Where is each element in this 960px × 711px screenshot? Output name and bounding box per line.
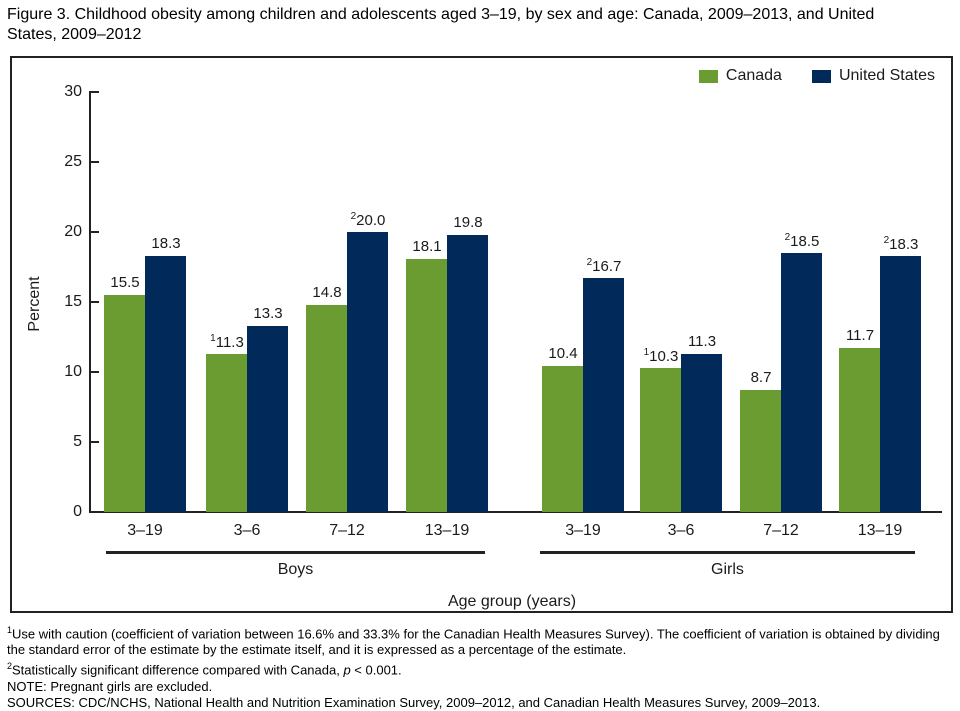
bar-united-states-6: [781, 253, 822, 512]
bar-value-label-canada-6: 8.7: [750, 369, 772, 386]
x-category-label-6: 7–12: [763, 522, 799, 539]
x-category-label-0: 3–19: [127, 522, 163, 539]
x-category-label-5: 3–6: [667, 522, 695, 539]
footnotes: 1Use with caution (coefficient of variat…: [7, 622, 955, 711]
figure-title: Figure 3. Childhood obesity among childr…: [7, 6, 875, 43]
legend-item-united-states: United States: [811, 67, 935, 85]
bar-value-label-canada-2: 14.8: [312, 284, 342, 301]
united-states-swatch-icon: [811, 69, 831, 83]
bar-value-label-canada-3: 18.1: [412, 238, 442, 255]
y-tick-label-30: 30: [64, 83, 82, 100]
chart-legend: Canada United States: [698, 67, 935, 85]
bar-canada-0: [104, 295, 145, 512]
canada-swatch-icon: [698, 69, 718, 83]
bar-united-states-0: [145, 256, 186, 512]
y-tick-25: [89, 161, 99, 163]
bar-value-label-canada-5: 110.3: [643, 347, 679, 365]
x-axis-title: Age group (years): [447, 593, 577, 610]
y-tick-5: [89, 441, 99, 443]
bar-value-label-united-states-4: 216.7: [586, 257, 622, 275]
y-tick-0: [89, 511, 99, 513]
bar-united-states-5: [681, 354, 722, 512]
legend-label-canada: Canada: [725, 67, 782, 84]
y-tick-label-0: 0: [73, 503, 82, 520]
legend-label-united-states: United States: [838, 67, 935, 84]
bar-canada-2: [306, 305, 347, 512]
y-tick-15: [89, 301, 99, 303]
bar-value-label-canada-7: 11.7: [845, 327, 875, 344]
legend-item-canada: Canada: [698, 67, 782, 85]
girls-group-underline: [540, 551, 915, 554]
bar-canada-6: [740, 390, 781, 512]
y-tick-label-20: 20: [64, 223, 82, 240]
bar-canada-5: [640, 368, 681, 512]
y-tick-label-25: 25: [64, 153, 82, 170]
bar-value-label-united-states-5: 11.3: [687, 333, 717, 350]
bar-canada-3: [406, 259, 447, 512]
footnote-1: 1Use with caution (coefficient of variat…: [7, 625, 940, 658]
x-category-label-1: 3–6: [233, 522, 261, 539]
y-tick-label-15: 15: [64, 293, 82, 310]
bar-value-label-canada-4: 10.4: [548, 345, 578, 362]
y-tick-label-10: 10: [64, 363, 82, 380]
chart-plot-area: Canada United States Percent 15.5 111.3 14…: [10, 56, 953, 613]
bar-value-label-united-states-0: 18.3: [151, 235, 181, 252]
boys-group-underline: [106, 551, 485, 554]
bar-united-states-3: [447, 235, 488, 512]
y-tick-10: [89, 371, 99, 373]
bar-canada-4: [542, 366, 583, 512]
bar-value-label-united-states-1: 13.3: [253, 305, 283, 322]
x-category-label-3: 13–19: [424, 522, 470, 539]
bar-united-states-1: [247, 326, 288, 512]
y-tick-30: [89, 91, 99, 93]
footnote-3: NOTE: Pregnant girls are excluded.: [7, 678, 213, 694]
bar-value-label-canada-0: 15.5: [110, 274, 140, 291]
bar-value-label-united-states-2: 220.0: [350, 211, 386, 229]
girls-group-label: Girls: [711, 561, 744, 578]
bar-united-states-7: [880, 256, 921, 512]
bar-united-states-4: [583, 278, 624, 512]
x-axis-baseline: [89, 511, 942, 513]
bar-value-label-united-states-7: 218.3: [883, 235, 919, 253]
y-tick-20: [89, 231, 99, 233]
footnote-2: 2Statistically significant difference co…: [7, 661, 402, 678]
bar-value-label-united-states-6: 218.5: [784, 232, 820, 250]
bar-united-states-2: [347, 232, 388, 512]
bar-canada-1: [206, 354, 247, 512]
x-category-label-7: 13–19: [857, 522, 903, 539]
footnote-4: SOURCES: CDC/NCHS, National Health and N…: [7, 694, 821, 710]
x-category-label-2: 7–12: [329, 522, 365, 539]
boys-group-label: Boys: [277, 561, 314, 578]
bar-value-label-canada-1: 111.3: [210, 333, 244, 351]
bar-value-label-united-states-3: 19.8: [453, 214, 483, 231]
bar-canada-7: [839, 348, 880, 512]
y-tick-label-5: 5: [73, 433, 82, 450]
x-category-label-4: 3–19: [565, 522, 601, 539]
